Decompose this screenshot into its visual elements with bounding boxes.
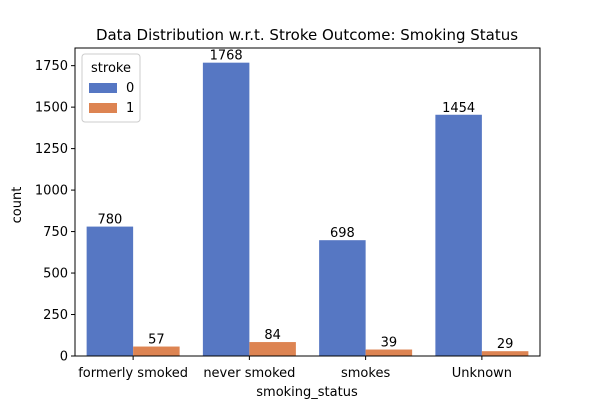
bar-data-label: 1768: [210, 49, 243, 64]
bar-data-label: 1454: [442, 101, 475, 116]
y-tick-label: 1250: [35, 142, 68, 157]
legend-title: stroke: [91, 61, 131, 76]
bar-never-smoked-stroke-1: [249, 342, 296, 356]
x-tick-label: smokes: [341, 366, 390, 381]
bar-data-label: 57: [148, 333, 165, 348]
bar-data-label: 29: [497, 337, 514, 352]
bar-formerly-smoked-stroke-0: [86, 226, 134, 356]
x-axis-label: smoking_status: [256, 385, 358, 400]
plot-frame: [74, 47, 541, 357]
x-tick-label: never smoked: [203, 366, 295, 381]
bar-never-smoked-stroke-0: [202, 62, 250, 357]
bar-data-label: 698: [330, 226, 355, 241]
chart-title: Data Distribution w.r.t. Stroke Outcome:…: [96, 26, 518, 44]
x-tick-label: formerly smoked: [78, 366, 188, 381]
legend-swatch-stroke-0: [89, 83, 117, 93]
y-tick-label: 250: [43, 308, 68, 323]
legend-label-stroke-0: 0: [126, 81, 134, 96]
bar-data-label: 780: [97, 213, 122, 228]
y-tick-label: 1750: [35, 59, 68, 74]
y-tick-label: 0: [60, 350, 68, 365]
y-axis-label: count: [10, 187, 25, 224]
legend-swatch-stroke-1: [89, 103, 117, 113]
y-tick-label: 750: [43, 225, 68, 240]
y-tick-label: 1500: [35, 101, 68, 116]
bar-data-label: 39: [381, 336, 398, 351]
bar-formerly-smoked-stroke-1: [133, 346, 180, 356]
y-tick-label: 500: [43, 267, 68, 282]
y-tick-label: 1000: [35, 184, 68, 199]
bar-unknown-stroke-1: [481, 351, 529, 356]
bar-smokes-stroke-0: [319, 240, 366, 356]
legend-label-stroke-1: 1: [126, 101, 134, 116]
plot-area: 780 1768 698 1454 57 84 39 29 0 250 500 750 1000 1250…: [35, 47, 541, 381]
bar-data-label: 84: [264, 328, 281, 343]
x-tick-label: Unknown: [452, 366, 512, 381]
bar-smokes-stroke-1: [365, 349, 413, 356]
bar-unknown-stroke-0: [435, 114, 482, 356]
legend: stroke 0 1: [81, 53, 141, 123]
